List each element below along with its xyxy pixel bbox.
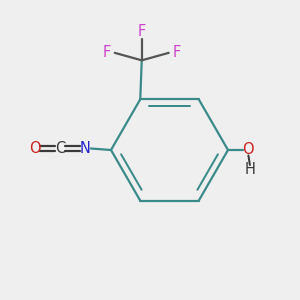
Text: F: F bbox=[103, 45, 111, 60]
Text: F: F bbox=[172, 45, 180, 60]
Text: H: H bbox=[244, 162, 255, 177]
Text: N: N bbox=[80, 141, 91, 156]
Text: O: O bbox=[243, 142, 254, 158]
Text: F: F bbox=[138, 24, 146, 39]
Text: O: O bbox=[29, 141, 40, 156]
Text: C: C bbox=[55, 141, 65, 156]
